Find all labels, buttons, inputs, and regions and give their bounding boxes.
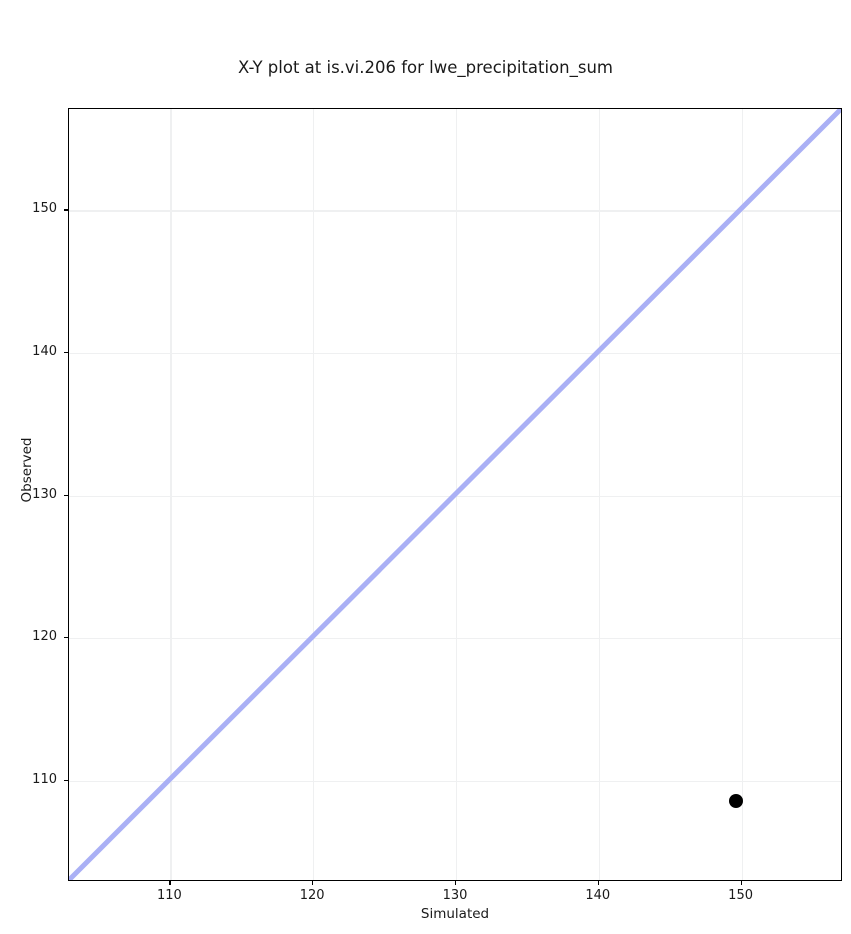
y-tick-label: 150 — [32, 201, 57, 217]
y-tick-label: 120 — [32, 629, 57, 645]
x-tick-label: 140 — [585, 888, 611, 903]
y-tick-mark — [64, 209, 68, 211]
y-tick-mark — [64, 494, 68, 496]
gridline-horizontal — [69, 210, 841, 212]
chart-title-line-1: X-Y plot at is.vi.206 for lwe_precipitat… — [238, 58, 613, 77]
data-point — [728, 793, 743, 808]
y-axis-label: Observed — [19, 437, 35, 503]
gridline-vertical — [170, 109, 172, 880]
y-tick-mark — [64, 351, 68, 354]
x-axis-label: Simulated — [420, 906, 490, 922]
x-tick-label: 110 — [156, 888, 182, 903]
x-tick-mark — [597, 881, 600, 885]
x-tick-label: 130 — [442, 888, 468, 903]
gridline-vertical — [741, 109, 743, 880]
gridline-horizontal — [69, 780, 841, 783]
y-tick-label: 110 — [32, 771, 57, 787]
plot-area — [68, 108, 842, 881]
x-tick-label: 120 — [299, 888, 325, 903]
y-tick-label: 130 — [32, 486, 57, 502]
x-tick-label: 150 — [728, 888, 753, 903]
gridline-vertical — [313, 109, 315, 880]
y-tick-label: 140 — [32, 343, 57, 359]
x-tick-mark — [312, 881, 314, 885]
one-to-one-reference-line — [69, 109, 841, 880]
gridline-vertical — [598, 109, 601, 880]
x-tick-mark — [169, 881, 171, 885]
x-tick-mark — [455, 881, 457, 885]
y-tick-mark — [64, 637, 68, 639]
gridline-horizontal — [69, 638, 841, 640]
y-tick-mark — [64, 779, 68, 782]
gridline-horizontal — [69, 352, 841, 355]
x-tick-mark — [740, 881, 742, 885]
